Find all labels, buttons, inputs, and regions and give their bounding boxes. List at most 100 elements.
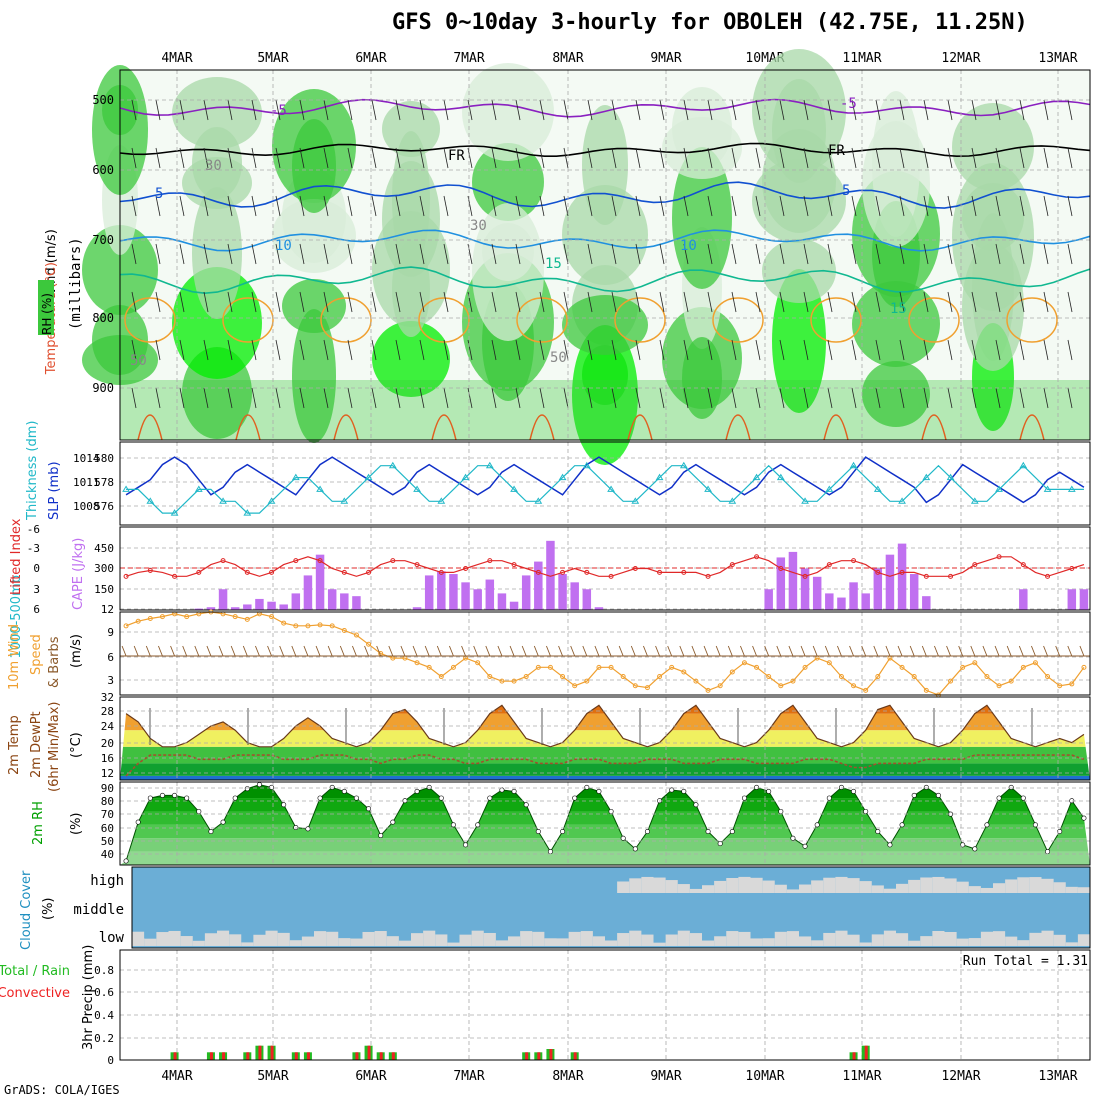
- upper-wind-barb: [635, 147, 641, 169]
- li-point: [438, 569, 444, 575]
- wind-speed-point: [948, 678, 954, 684]
- rh-blob: [862, 361, 930, 427]
- upper-wind-barb: [251, 339, 257, 361]
- wind-speed-point: [717, 683, 723, 689]
- upper-wind-barb: [563, 387, 569, 409]
- cloud-cell-high: [677, 884, 690, 893]
- upper-wind-barb: [251, 195, 257, 217]
- upper-wind-barb: [251, 291, 257, 313]
- li-tick-4: 6: [33, 603, 40, 616]
- cloud-cell-low: [811, 940, 824, 946]
- cape-bar: [776, 557, 786, 610]
- upper-wind-barb: [203, 339, 209, 361]
- wind-ylabel-3: & Barbs: [47, 636, 62, 688]
- thickness-point: [655, 473, 664, 481]
- upper-wind-barb: [1019, 387, 1025, 409]
- rh-point: [159, 792, 165, 798]
- cloud-cell-low: [774, 931, 787, 946]
- rh-point: [778, 808, 784, 814]
- cloud-cell-high: [980, 887, 993, 893]
- wind-barb: [958, 645, 964, 657]
- cloud-ylabel-2: (%): [41, 898, 56, 921]
- upper-wind-barb: [1043, 99, 1049, 121]
- cloud-cell-high: [702, 885, 715, 893]
- orange-contour: [320, 297, 372, 343]
- upper-wind-barb: [659, 387, 665, 409]
- wind-barb: [352, 645, 357, 657]
- wind-speed-point: [535, 664, 541, 670]
- upper-wind-barb: [227, 243, 233, 265]
- cape-frame: [119, 526, 1091, 611]
- cloud-cell-low: [217, 930, 230, 946]
- cloud-cell-low: [180, 936, 193, 946]
- upper-wind-barb: [659, 339, 665, 361]
- upper-wind-barb: [947, 291, 953, 313]
- upper-wind-barb: [203, 147, 209, 169]
- li-point: [608, 573, 614, 579]
- orange-contour: [810, 297, 862, 343]
- upper-wind-barb: [323, 387, 329, 409]
- upper-wind-barb: [179, 291, 185, 313]
- cloud-cell-high: [1029, 877, 1042, 893]
- upper-wind-barb: [515, 339, 521, 361]
- rh-point: [317, 795, 323, 801]
- date-label-top-8: 12MAR: [941, 51, 980, 66]
- rh-blob: [682, 337, 722, 419]
- cloud-cell-high: [847, 878, 860, 893]
- rh-ylabel-1: 2m RH: [31, 801, 46, 845]
- wind-barb: [267, 645, 272, 657]
- cloud-cell-low: [314, 931, 327, 946]
- upper-wind-barb: [491, 291, 497, 313]
- cape-bar: [582, 589, 592, 610]
- rh-point: [414, 788, 420, 794]
- cloud-cell-high: [689, 888, 702, 893]
- cloud-cell-high: [908, 879, 921, 893]
- upper-wind-barb: [971, 291, 977, 313]
- upper-wind-barb: [563, 243, 569, 265]
- date-label-bottom-1: 5MAR: [257, 1069, 288, 1084]
- li-point: [754, 554, 760, 560]
- cape-bar: [558, 574, 567, 610]
- cloud-cell-low: [447, 942, 460, 946]
- rh-point: [547, 849, 553, 855]
- upper-wind-barb: [443, 339, 449, 361]
- rh-point: [390, 819, 396, 825]
- upper-wind-barb: [611, 387, 617, 409]
- upper-wind-barb: [1019, 339, 1025, 361]
- cloud-cell-low: [1029, 932, 1042, 946]
- upper-wind-barb: [995, 243, 1001, 265]
- rh-point: [341, 788, 347, 794]
- upper-wind-barb: [635, 99, 641, 121]
- rh-lowlevel-band: [120, 380, 1090, 440]
- cloud-cell-low: [677, 930, 690, 946]
- upper-wind-barb: [155, 291, 161, 313]
- wind-barb: [206, 645, 212, 657]
- upper-wind-barb: [1067, 291, 1073, 313]
- upper-wind-barb: [491, 243, 497, 265]
- upper-wind-barb: [131, 147, 137, 169]
- cloud-cell-low: [204, 933, 217, 946]
- precip-convective-bar: [549, 1049, 553, 1060]
- cloud-cell-low: [605, 940, 618, 946]
- upper-wind-barb: [179, 195, 185, 217]
- wind-speed-point: [523, 674, 529, 680]
- upper-wind-barb: [731, 147, 737, 169]
- cloud-cell-high: [956, 881, 969, 893]
- wind-speed-point: [450, 664, 456, 670]
- upper-wind-barb: [1067, 243, 1073, 265]
- wind-barb: [533, 645, 539, 657]
- upper-wind-barb: [827, 195, 833, 217]
- upper-wind-barb: [683, 243, 689, 265]
- temp-fill-group: [120, 705, 1090, 780]
- precip-tick-0: 0.8: [94, 964, 114, 977]
- upper-wind-barb: [155, 195, 161, 217]
- red-contour: [529, 414, 555, 441]
- wind-speed-point: [147, 615, 153, 621]
- cloud-cell-low: [641, 934, 654, 946]
- upper-wind-barb: [731, 291, 737, 313]
- wind-barb: [230, 645, 236, 657]
- pressure-tick-2: 700: [92, 233, 114, 247]
- cape-bar: [534, 561, 543, 610]
- cape-bar: [473, 589, 482, 610]
- wind-speed-point: [681, 669, 687, 675]
